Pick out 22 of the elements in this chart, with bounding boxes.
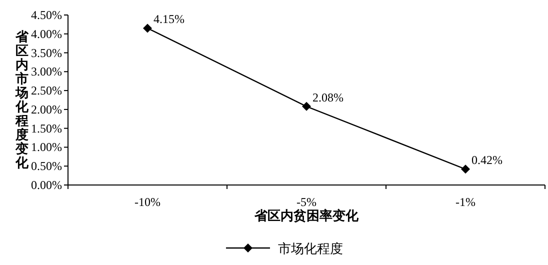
y-tick-label: 2.50% — [31, 84, 62, 98]
legend-label: 市场化程度 — [278, 241, 343, 256]
point — [302, 102, 311, 111]
y-tick-label: 4.00% — [31, 26, 62, 41]
x-axis-title: 省区内贫困率变化 — [254, 208, 360, 223]
x-tick-label: -1% — [456, 195, 476, 209]
y-tick-label: 1.00% — [31, 140, 62, 154]
data-label: 4.15% — [154, 12, 184, 26]
y-tick-label: 2.00% — [31, 102, 62, 116]
point — [461, 164, 470, 174]
point — [143, 24, 152, 33]
y-tick-label: 0.00% — [31, 178, 62, 192]
data-label: 0.42% — [472, 153, 502, 168]
y-tick-label: 0.50% — [31, 159, 62, 174]
y-tick-label: 1.50% — [31, 121, 62, 136]
y-tick-label: 3.00% — [31, 64, 62, 79]
y-tick-label: 3.50% — [31, 46, 62, 60]
x-tick-label: -5% — [296, 195, 316, 209]
x-tick-label: -10% — [134, 195, 160, 209]
text: 省区内市场化程度变化 — [16, 29, 28, 170]
data-label: 2.08% — [312, 90, 344, 104]
y-tick-label: 4.50% — [31, 8, 62, 22]
